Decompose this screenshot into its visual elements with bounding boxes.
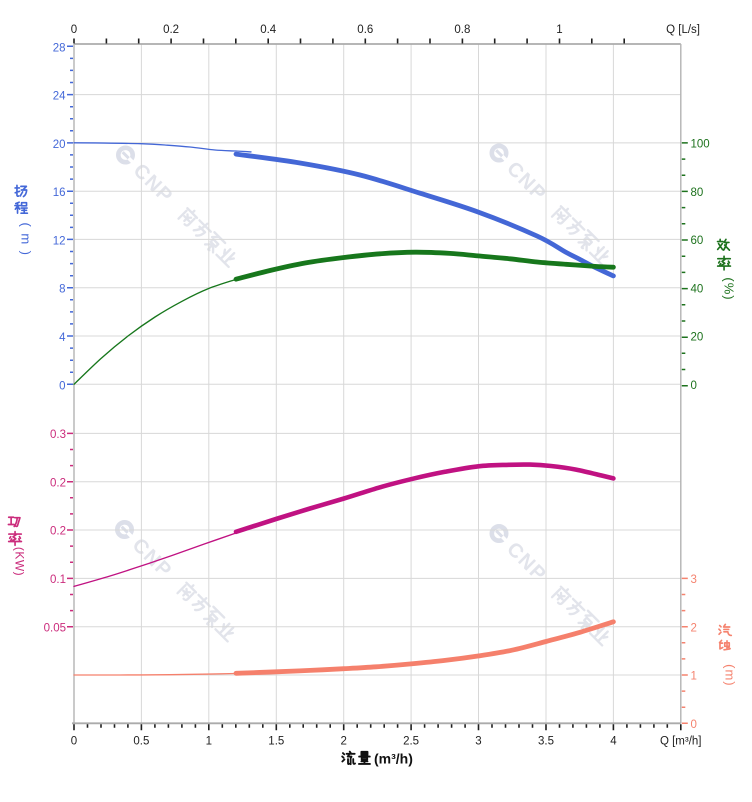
svg-text:28: 28 [53,42,66,54]
svg-text:20: 20 [53,139,66,151]
svg-text:1: 1 [556,24,562,36]
svg-text:0: 0 [71,736,77,748]
svg-text:0.2: 0.2 [163,24,179,36]
svg-text:Q [m³/h]: Q [m³/h] [660,736,702,748]
svg-text:0.05: 0.05 [44,622,66,634]
svg-text:Q [L/s]: Q [L/s] [666,24,700,36]
svg-text:(m): (m) [722,664,737,687]
svg-text:(m): (m) [19,223,34,262]
svg-text:0.6: 0.6 [357,24,373,36]
svg-text:(%): (%) [722,277,737,300]
svg-text:24: 24 [53,91,66,103]
svg-text:2.5: 2.5 [403,736,419,748]
svg-text:60: 60 [691,235,704,247]
svg-text:80: 80 [691,187,704,199]
svg-text:0.4: 0.4 [260,24,277,36]
svg-text:100: 100 [691,139,710,151]
svg-text:1: 1 [206,736,212,748]
svg-text:(m³/h): (m³/h) [374,751,413,767]
svg-text:1: 1 [691,671,697,683]
svg-text:0.1: 0.1 [50,574,66,586]
svg-text:3: 3 [475,736,481,748]
svg-text:1.5: 1.5 [268,736,284,748]
svg-text:0: 0 [691,719,697,731]
svg-text:0.5: 0.5 [133,736,149,748]
svg-text:0: 0 [691,380,697,392]
svg-text:2: 2 [340,736,346,748]
svg-text:20: 20 [691,332,704,344]
svg-text:(KW): (KW) [13,547,27,576]
svg-text:3: 3 [691,574,697,586]
svg-text:0: 0 [71,24,77,36]
svg-text:0.8: 0.8 [454,24,470,36]
svg-text:3.5: 3.5 [538,736,554,748]
svg-text:12: 12 [53,235,66,247]
svg-text:16: 16 [53,187,66,199]
svg-text:8: 8 [59,284,65,296]
svg-text:0.2: 0.2 [50,477,66,489]
svg-text:2: 2 [691,622,697,634]
svg-text:0.2: 0.2 [50,526,66,538]
svg-text:0.3: 0.3 [50,429,66,441]
svg-text:0: 0 [59,380,65,392]
svg-text:4: 4 [610,736,617,748]
svg-text:40: 40 [691,283,704,295]
svg-text:4: 4 [59,332,66,344]
